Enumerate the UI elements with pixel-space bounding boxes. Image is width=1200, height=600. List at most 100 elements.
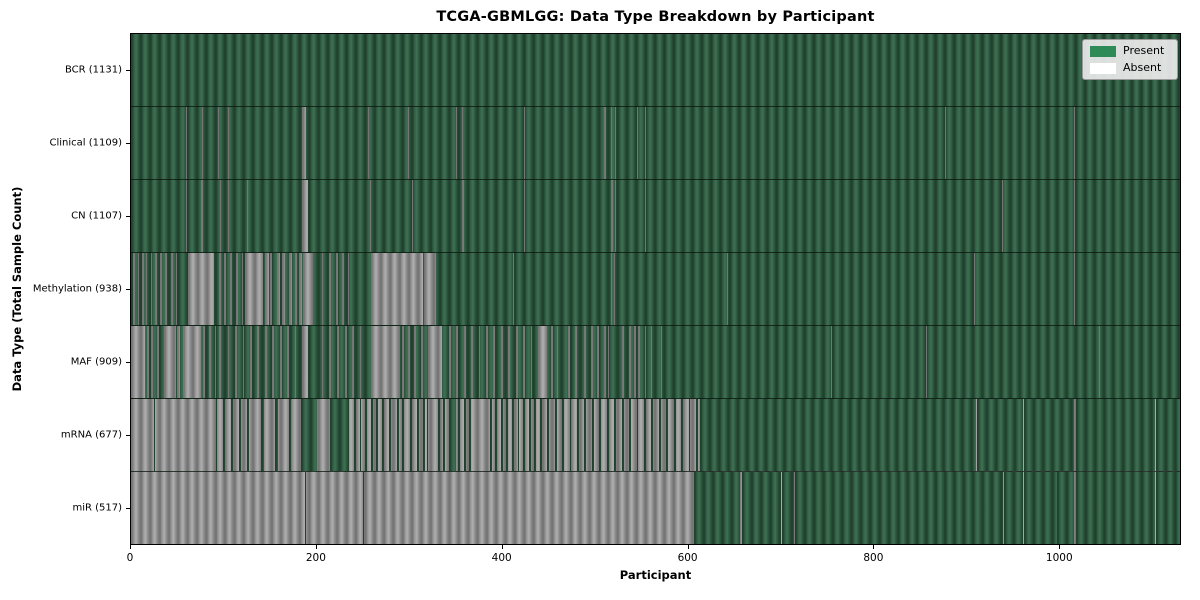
present-segment bbox=[376, 399, 379, 471]
absent-segment bbox=[538, 326, 548, 398]
x-tick-mark bbox=[873, 545, 875, 549]
absent-segment bbox=[223, 253, 226, 325]
absent-segment bbox=[218, 107, 220, 179]
absent-segment bbox=[341, 253, 344, 325]
absent-segment bbox=[183, 326, 201, 398]
absent-segment bbox=[241, 253, 244, 325]
y-tick-mark bbox=[126, 143, 130, 144]
present-segment bbox=[381, 399, 384, 471]
present-segment bbox=[606, 399, 609, 471]
absent-segment bbox=[448, 326, 451, 398]
chart-title: TCGA-GBMLGG: Data Type Breakdown by Part… bbox=[436, 9, 875, 25]
y-tick-mark bbox=[126, 435, 130, 436]
absent-segment bbox=[597, 326, 600, 398]
absent-segment bbox=[660, 326, 662, 398]
absent-segment bbox=[478, 326, 481, 398]
present-segment bbox=[694, 472, 740, 544]
absent-segment bbox=[471, 326, 473, 398]
present-segment bbox=[354, 399, 356, 471]
present-segment bbox=[629, 399, 631, 471]
legend-item-present: Present bbox=[1090, 45, 1169, 57]
absent-segment bbox=[201, 107, 204, 179]
absent-segment bbox=[610, 253, 612, 325]
y-tick-label-Clinical: Clinical (1109) bbox=[49, 137, 123, 149]
row-MAF bbox=[131, 326, 1180, 399]
present-segment bbox=[1024, 399, 1075, 471]
absent-segment bbox=[150, 253, 153, 325]
absent-segment bbox=[636, 107, 638, 179]
absent-segment bbox=[328, 326, 331, 398]
absent-segment bbox=[1074, 253, 1076, 325]
x-tick-label-1000: 1000 bbox=[1045, 552, 1073, 564]
absent-segment bbox=[203, 326, 206, 398]
present-segment bbox=[231, 399, 234, 471]
absent-segment bbox=[242, 326, 245, 398]
absent-segment bbox=[463, 326, 466, 398]
present-segment bbox=[534, 399, 537, 471]
absent-segment bbox=[638, 326, 641, 398]
y-tick-mark bbox=[126, 289, 130, 290]
x-tick-mark bbox=[1059, 545, 1061, 549]
present-segment bbox=[506, 399, 509, 471]
present-segment bbox=[577, 399, 579, 471]
present-segment bbox=[422, 399, 425, 471]
absent-segment bbox=[185, 180, 187, 252]
absent-segment bbox=[407, 107, 409, 179]
present-segment bbox=[396, 399, 399, 471]
legend-absent-label: Absent bbox=[1123, 61, 1162, 74]
absent-segment bbox=[726, 253, 728, 325]
present-segment bbox=[389, 399, 392, 471]
absent-segment bbox=[611, 107, 613, 179]
present-segment bbox=[1076, 399, 1156, 471]
absent-segment bbox=[227, 326, 230, 398]
absent-segment bbox=[287, 326, 289, 398]
present-segment bbox=[409, 399, 412, 471]
absent-segment bbox=[456, 326, 459, 398]
absent-segment bbox=[249, 326, 252, 398]
absent-segment bbox=[219, 326, 222, 398]
absent-segment bbox=[185, 107, 187, 179]
absent-segment bbox=[512, 253, 514, 325]
absent-segment bbox=[219, 253, 222, 325]
absent-segment bbox=[551, 326, 553, 398]
present-segment bbox=[666, 399, 669, 471]
absent-segment bbox=[508, 326, 511, 398]
absent-segment bbox=[485, 326, 488, 398]
present-segment bbox=[695, 399, 698, 471]
absent-segment bbox=[145, 253, 147, 325]
row-miR bbox=[131, 472, 1180, 544]
absent-segment bbox=[163, 326, 176, 398]
present-segment bbox=[636, 399, 639, 471]
present-segment bbox=[681, 399, 683, 471]
absent-segment bbox=[159, 253, 162, 325]
absent-segment bbox=[151, 326, 154, 398]
legend-present-label: Present bbox=[1123, 44, 1165, 57]
absent-segment bbox=[500, 326, 503, 398]
absent-segment bbox=[1099, 326, 1101, 398]
legend: Present Absent bbox=[1082, 39, 1178, 80]
x-tick-mark bbox=[501, 545, 503, 549]
absent-segment bbox=[367, 107, 369, 179]
present-segment bbox=[329, 399, 350, 471]
y-tick-label-CN: CN (1107) bbox=[71, 210, 122, 222]
absent-segment bbox=[611, 180, 614, 252]
present-segment bbox=[621, 399, 624, 471]
absent-segment bbox=[302, 253, 314, 325]
absent-segment bbox=[575, 326, 578, 398]
present-segment bbox=[469, 399, 472, 471]
absent-segment bbox=[257, 326, 260, 398]
absent-segment bbox=[407, 326, 410, 398]
present-segment bbox=[154, 399, 156, 471]
present-segment bbox=[512, 399, 514, 471]
absent-segment bbox=[294, 326, 297, 398]
present-segment bbox=[301, 399, 317, 471]
present-segment bbox=[643, 399, 646, 471]
absent-segment bbox=[493, 326, 496, 398]
present-segment bbox=[699, 399, 976, 471]
present-segment bbox=[523, 399, 525, 471]
present-segment bbox=[247, 399, 250, 471]
present-segment bbox=[1057, 472, 1075, 544]
absent-segment bbox=[337, 326, 340, 398]
absent-segment bbox=[1001, 180, 1003, 252]
absent-segment bbox=[288, 253, 292, 325]
